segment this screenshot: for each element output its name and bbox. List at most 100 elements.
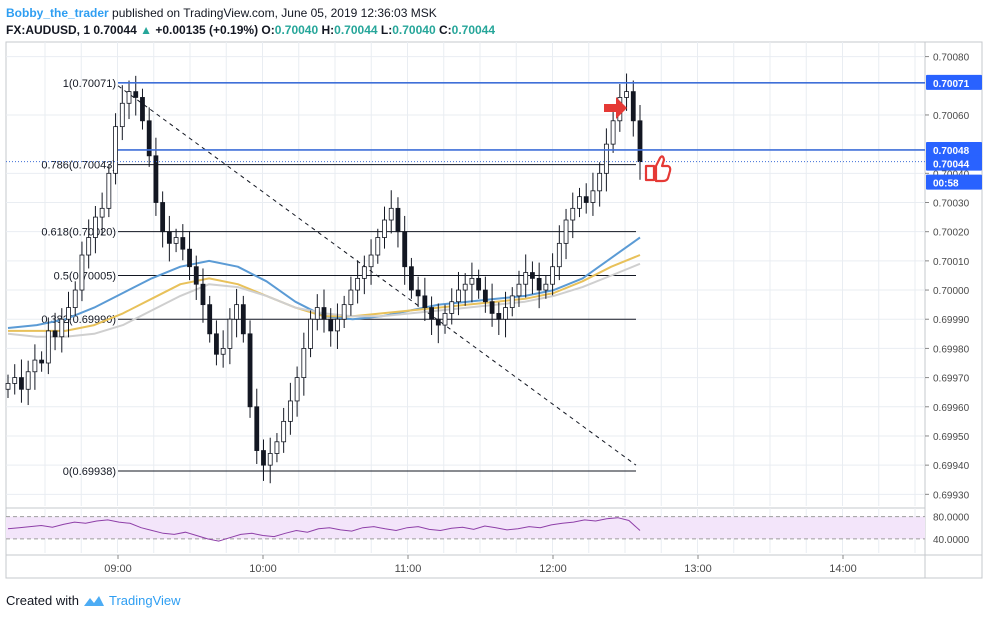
candle-body: [442, 312, 448, 326]
close-value: 0.70044: [451, 23, 496, 37]
candle-body: [227, 318, 233, 349]
y-tick-label: 0.70080: [933, 53, 970, 64]
candle-body: [637, 120, 643, 163]
candle-body: [583, 196, 589, 203]
candle-body: [348, 289, 354, 306]
y-tick-label: 0.69930: [933, 490, 970, 501]
candle-body: [106, 172, 112, 209]
candle-body: [496, 312, 502, 320]
candle-body: [422, 295, 428, 308]
candle-body: [361, 266, 367, 279]
candle-body: [234, 304, 239, 320]
candle-body: [482, 289, 488, 303]
candle-body: [355, 277, 361, 291]
annotations: [604, 97, 672, 183]
candle-body: [200, 283, 206, 306]
candle-body: [247, 333, 253, 408]
candle-body: [12, 377, 18, 384]
low-value: 0.70040: [392, 23, 436, 37]
change-arrow-icon: ▲: [140, 23, 152, 37]
price-label-text: 0.70044: [933, 160, 970, 171]
candle-body: [516, 283, 522, 297]
candle-body: [267, 453, 273, 466]
candle-body: [274, 441, 280, 454]
candle-body: [72, 289, 78, 308]
candle-body: [368, 254, 374, 268]
fib-retracement[interactable]: 1(0.70071) 0.786(0.70043) 0.618(0.70020) 0.…: [41, 78, 636, 478]
fib-level-label: 0.786(0.70043): [41, 160, 116, 172]
candle-body: [409, 266, 414, 291]
candle-body: [570, 207, 576, 221]
candle-body: [25, 371, 31, 390]
candle-body: [335, 318, 340, 332]
candle-body: [456, 289, 461, 303]
fib-level-label: 0.5(0.70005): [54, 270, 116, 282]
price-axis[interactable]: 0.700800.700600.700400.700300.700200.700…: [925, 53, 982, 502]
candle-body: [166, 231, 172, 244]
candle-body: [5, 383, 11, 390]
rsi-axis-label: 40.0000: [933, 535, 970, 546]
x-tick-label: 10:00: [249, 563, 277, 575]
candle-body: [261, 450, 266, 466]
candle-body: [509, 295, 515, 308]
high-value: 0.70044: [334, 23, 378, 37]
x-tick-label: 14:00: [829, 563, 857, 575]
chart-frame: [5, 41, 983, 579]
candle-body: [287, 400, 293, 422]
high-label: H:: [321, 23, 335, 37]
tradingview-link[interactable]: TradingView: [108, 593, 181, 608]
fib-level-label: 1(0.70071): [63, 78, 116, 90]
price-label-box: [926, 74, 982, 90]
candle-body: [294, 377, 300, 402]
horizontal-lines[interactable]: [6, 82, 925, 163]
candle-body: [375, 237, 381, 256]
candle-body: [449, 301, 455, 314]
candle-body: [462, 283, 468, 291]
candle-body: [590, 190, 596, 203]
candle-body: [630, 91, 636, 122]
y-tick-label: 0.69940: [933, 461, 970, 472]
candle-body: [86, 237, 92, 256]
candle-body: [160, 202, 166, 233]
symbol-name: FX:AUDUSD, 1: [6, 23, 91, 37]
candle-body: [536, 277, 542, 291]
candle-body: [469, 277, 475, 285]
candle-body: [45, 330, 51, 364]
candle-body: [577, 196, 582, 209]
candle-body: [523, 272, 529, 285]
candle-body: [254, 406, 260, 451]
author-name[interactable]: Bobby_the_trader: [6, 6, 109, 20]
candle-body: [382, 219, 387, 238]
candle-body: [550, 266, 555, 285]
y-tick-label: 0.69950: [933, 432, 970, 443]
candle-body: [133, 91, 139, 98]
candle-body: [240, 304, 246, 335]
time-axis[interactable]: 09:00 10:00 11:00 12:00 13:00 14:00: [104, 555, 857, 575]
candle-body: [321, 307, 327, 320]
candle-body: [119, 102, 125, 128]
x-tick-label: 09:00: [104, 563, 132, 575]
published-text: published on TradingView.com, June 05, 2…: [112, 6, 437, 20]
y-tick-label: 0.70010: [933, 257, 970, 268]
x-tick-label: 11:00: [395, 563, 422, 575]
close-label: C:: [438, 23, 452, 37]
price-label-text: 0.70048: [933, 146, 970, 157]
candle-body: [220, 348, 226, 355]
price-label-text: 0.70071: [933, 79, 970, 90]
candle-body: [66, 307, 71, 320]
candle-body: [281, 420, 287, 443]
candle-body: [597, 172, 603, 192]
low-label: L:: [380, 23, 393, 37]
y-tick-label: 0.69960: [933, 403, 970, 414]
candle-body: [563, 219, 569, 244]
red-arrow-icon: [604, 97, 627, 119]
y-tick-label: 0.70060: [933, 111, 970, 122]
created-with-text: Created with: [6, 593, 79, 608]
candle-body: [193, 266, 199, 285]
candle-body: [113, 126, 118, 174]
candle-body: [207, 304, 213, 335]
trend-line[interactable]: [117, 85, 637, 466]
footer: Created with TradingView: [6, 593, 181, 608]
candle-body: [341, 304, 347, 320]
